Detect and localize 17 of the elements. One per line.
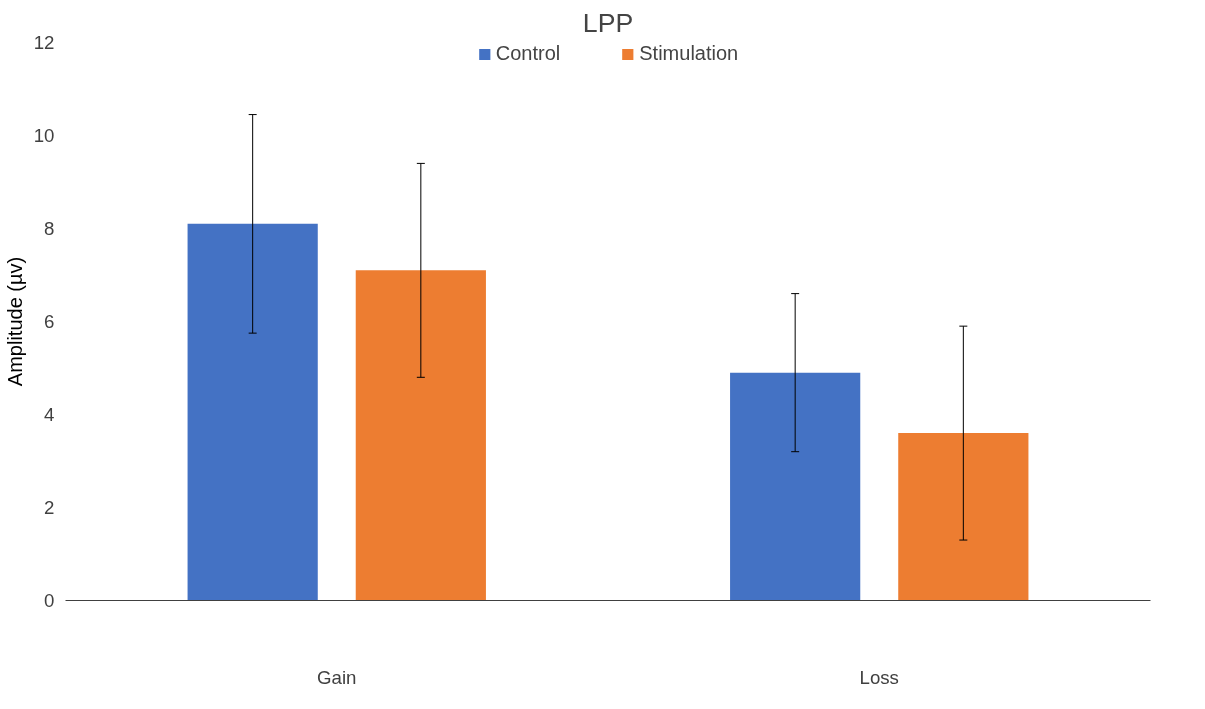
- y-tick-label: 12: [33, 32, 55, 53]
- bar: [730, 372, 861, 601]
- y-axis-title: Amplitude (µv): [3, 256, 26, 387]
- chart-title: LPP: [582, 7, 634, 38]
- y-tick-label: 0: [44, 590, 55, 611]
- legend-label: Control: [495, 42, 561, 65]
- y-tick-label: 10: [33, 125, 55, 146]
- y-tick-label: 8: [44, 218, 55, 239]
- y-tick-label: 2: [44, 497, 55, 518]
- legend-label: Stimulation: [639, 42, 739, 65]
- bar: [355, 270, 486, 601]
- y-tick-label: 6: [44, 311, 55, 332]
- x-tick-label: Gain: [317, 666, 357, 688]
- bar: [187, 223, 318, 601]
- x-tick-label: Loss: [859, 666, 899, 688]
- y-tick-label: 4: [44, 404, 55, 425]
- bar: [898, 433, 1029, 601]
